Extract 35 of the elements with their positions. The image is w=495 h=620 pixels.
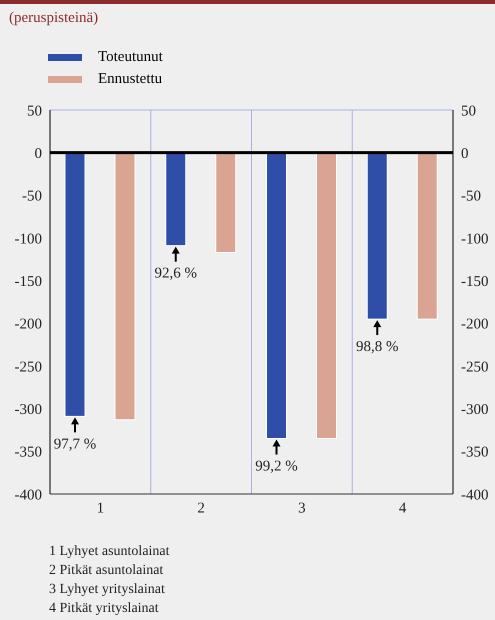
y2-tick-label: 50 bbox=[461, 103, 476, 120]
legend-label: Ennustettu bbox=[98, 70, 162, 88]
y2-tick-label: -150 bbox=[461, 274, 488, 290]
chart-subtitle: (peruspisteinä) bbox=[9, 10, 98, 27]
y-tick-label: -250 bbox=[14, 359, 42, 376]
x-tick-label: 2 bbox=[197, 500, 205, 517]
y2-tick-label: -350 bbox=[461, 444, 488, 461]
y2-tick-label: -250 bbox=[461, 359, 488, 376]
y-tick-label: -300 bbox=[14, 402, 42, 418]
y2-tick-label: -400 bbox=[461, 487, 488, 504]
text: 3 Lyhyet yrityslainat bbox=[49, 581, 166, 599]
y-tick-label: 0 bbox=[34, 146, 42, 162]
y2-tick-label: 0 bbox=[461, 146, 468, 162]
y2-tick-label: -200 bbox=[461, 316, 488, 333]
y-tick-label: -150 bbox=[14, 274, 42, 290]
y2-tick-label: -100 bbox=[461, 231, 488, 248]
y2-tick-label: -300 bbox=[461, 402, 488, 418]
legend-label: Toteutunut bbox=[98, 48, 163, 66]
y-tick-label: -50 bbox=[22, 188, 42, 205]
text: 4 Pitkät yrityslainat bbox=[49, 600, 160, 618]
y-tick-label: -350 bbox=[14, 444, 42, 461]
annotation: 98,8 % bbox=[356, 339, 398, 356]
annotation: 97,7 % bbox=[54, 436, 96, 452]
x-tick-label: 3 bbox=[298, 500, 306, 517]
y-tick-label: -200 bbox=[14, 316, 42, 333]
text: 2 Pitkät asuntolainat bbox=[49, 562, 164, 580]
annotation: 92,6 % bbox=[154, 266, 197, 282]
x-tick-label: 1 bbox=[96, 500, 104, 517]
x-tick-label: 4 bbox=[398, 500, 407, 517]
y-tick-label: -100 bbox=[14, 231, 42, 248]
annotation: 99,2 % bbox=[255, 458, 298, 475]
y-tick-label: 50 bbox=[27, 103, 42, 120]
y2-tick-label: -50 bbox=[461, 188, 481, 205]
y-tick-label: -400 bbox=[14, 487, 42, 504]
text: 1 Lyhyet asuntolainat bbox=[49, 543, 170, 561]
